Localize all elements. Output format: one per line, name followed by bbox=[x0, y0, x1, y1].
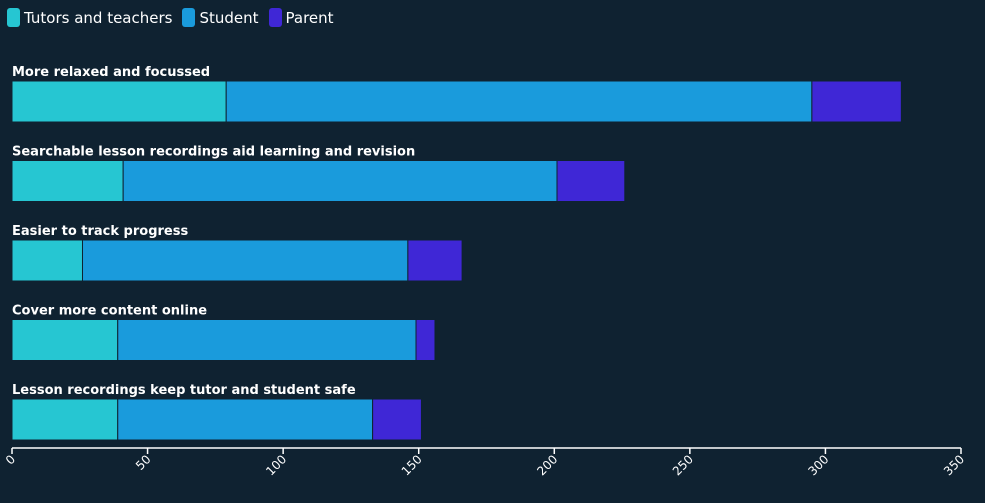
legend-label-student: Student bbox=[199, 8, 259, 27]
category-label: Cover more content online bbox=[12, 304, 207, 319]
legend-label-parent: Parent bbox=[285, 8, 334, 27]
bar-segment[interactable] bbox=[117, 319, 417, 361]
legend-label-tutors: Tutors and teachers bbox=[24, 8, 173, 27]
bar-segment[interactable] bbox=[11, 239, 83, 282]
bar-segment[interactable] bbox=[415, 319, 436, 361]
legend-swatch-tutors bbox=[7, 8, 20, 27]
category-label: Lesson recordings keep tutor and student… bbox=[12, 383, 356, 398]
bar-segment[interactable] bbox=[811, 80, 902, 123]
category-label: Searchable lesson recordings aid learnin… bbox=[12, 145, 415, 160]
x-tick-label: 150 bbox=[399, 452, 425, 478]
x-tick-label: 200 bbox=[534, 452, 560, 478]
bar-segment[interactable] bbox=[225, 80, 813, 123]
x-tick-label: 350 bbox=[941, 452, 967, 478]
x-tick-label: 250 bbox=[670, 452, 696, 478]
x-tick-label: 300 bbox=[805, 452, 831, 478]
bar-segment[interactable] bbox=[11, 80, 227, 123]
category-label: Easier to track progress bbox=[12, 224, 188, 239]
x-tick-label: 50 bbox=[133, 452, 154, 473]
legend-item-student[interactable]: Student bbox=[182, 8, 259, 27]
legend-item-tutors[interactable]: Tutors and teachers bbox=[7, 8, 172, 27]
bar-segment[interactable] bbox=[407, 239, 463, 282]
x-tick-label: 0 bbox=[3, 452, 18, 467]
bar-segment[interactable] bbox=[556, 160, 626, 202]
bar-segment[interactable] bbox=[11, 319, 119, 361]
legend-swatch-parent bbox=[268, 8, 282, 27]
bar-segment[interactable] bbox=[11, 398, 119, 441]
bar-segment[interactable] bbox=[372, 398, 422, 441]
bar-segment[interactable] bbox=[81, 239, 409, 282]
legend-swatch-student bbox=[182, 8, 196, 27]
legend: Tutors and teachers Student Parent bbox=[7, 8, 334, 27]
bar-segment[interactable] bbox=[117, 398, 374, 441]
legend-item-parent[interactable]: Parent bbox=[268, 8, 334, 27]
x-tick-label: 100 bbox=[263, 452, 289, 478]
bar-segment[interactable] bbox=[11, 160, 124, 202]
bar-segment[interactable] bbox=[122, 160, 558, 202]
category-label: More relaxed and focussed bbox=[12, 65, 210, 80]
